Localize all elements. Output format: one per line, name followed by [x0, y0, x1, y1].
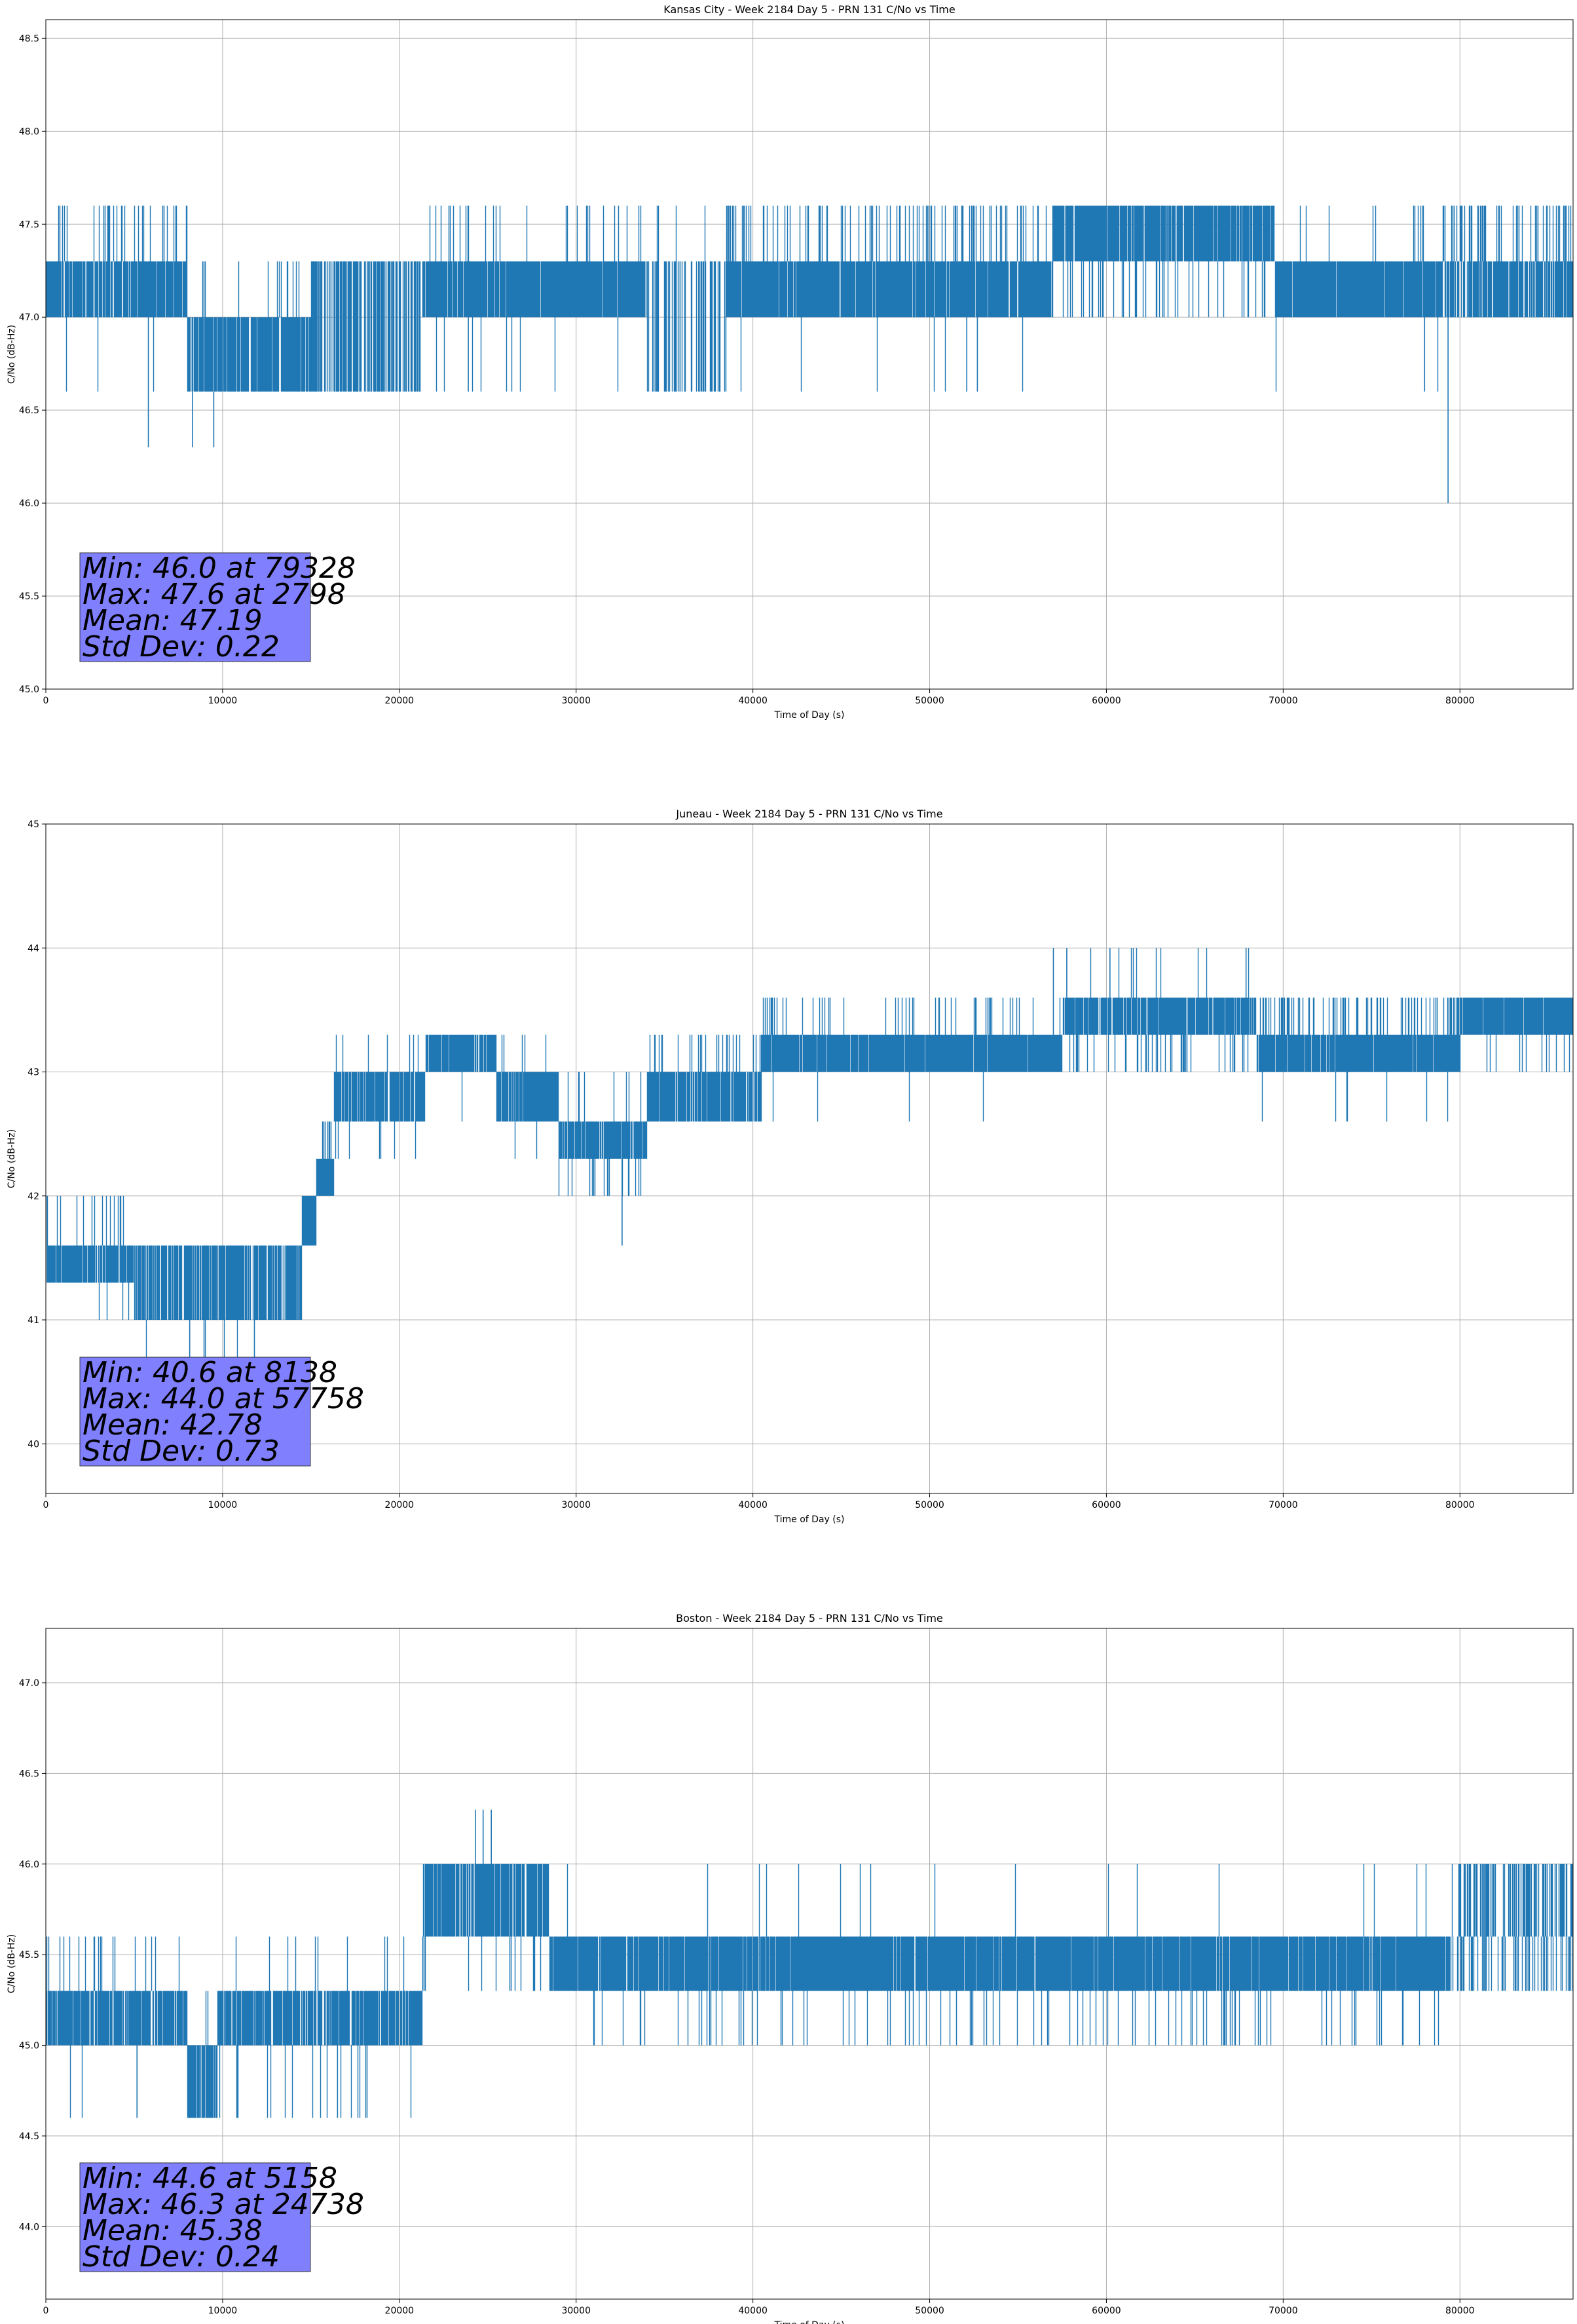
- stats-mean: Mean: 42.78: [83, 1408, 263, 1442]
- y-tick-label: 47.0: [19, 312, 39, 323]
- cno-series-line: [45, 1864, 1574, 2118]
- chart-panel-1: Kansas City - Week 2184 Day 5 - PRN 131 …: [7, 3, 1574, 721]
- cno-series-line: [45, 948, 1574, 1370]
- stats-box-background: [79, 552, 311, 662]
- y-tick-label: 44.0: [19, 2222, 39, 2232]
- stats-max: Max: 44.0 at 57758: [83, 1382, 364, 1415]
- x-tick-label: 30000: [561, 2306, 591, 2316]
- chart-title: Boston - Week 2184 Day 5 - PRN 131 C/No …: [676, 1612, 943, 1624]
- y-tick-label: 45.0: [19, 684, 39, 695]
- plot-frame: [45, 1628, 1574, 2300]
- x-tick-label: 60000: [1092, 696, 1121, 706]
- stats-mean: Mean: 45.38: [83, 2214, 263, 2247]
- plot-frame: [45, 19, 1574, 690]
- y-tick-label: 44.5: [19, 2131, 39, 2142]
- x-tick-label: 50000: [915, 696, 944, 706]
- stats-std: Std Dev: 0.73: [83, 1434, 280, 1468]
- chart-panel-2: Juneau - Week 2184 Day 5 - PRN 131 C/No …: [7, 808, 1574, 1525]
- plot-frame: [45, 823, 1574, 1494]
- y-tick-label: 46.5: [19, 1769, 39, 1779]
- stats-max: Max: 47.6 at 2798: [83, 578, 346, 611]
- x-tick-label: 60000: [1092, 2306, 1121, 2316]
- stats-mean: Mean: 47.19: [83, 604, 263, 637]
- stats-std: Std Dev: 0.22: [83, 630, 280, 664]
- x-tick-label: 80000: [1445, 1500, 1475, 1510]
- x-tick-label: 0: [43, 2306, 49, 2316]
- x-tick-label: 60000: [1092, 1500, 1121, 1510]
- y-tick-label: 43: [28, 1068, 39, 1078]
- y-tick-label: 48.0: [19, 126, 39, 137]
- x-tick-label: 50000: [915, 1500, 944, 1510]
- y-tick-label: 40: [28, 1439, 39, 1450]
- x-tick-label: 10000: [208, 2306, 238, 2316]
- chart-title: Kansas City - Week 2184 Day 5 - PRN 131 …: [663, 3, 955, 16]
- y-tick-label: 46.0: [19, 498, 39, 509]
- chart-title: Juneau - Week 2184 Day 5 - PRN 131 C/No …: [675, 808, 942, 820]
- y-tick-label: 46.0: [19, 1860, 39, 1870]
- stats-box-background: [79, 2162, 311, 2272]
- x-tick-label: 20000: [385, 2306, 415, 2316]
- y-axis-label: C/No (dB-Hz): [7, 1934, 17, 1993]
- x-tick-label: 10000: [208, 1500, 238, 1510]
- x-axis-label: Time of Day (s): [774, 2320, 845, 2324]
- y-axis-label: C/No (dB-Hz): [7, 325, 17, 384]
- y-tick-label: 47.5: [19, 219, 39, 230]
- x-axis-label: Time of Day (s): [774, 1514, 845, 1525]
- x-tick-label: 80000: [1445, 696, 1475, 706]
- y-tick-label: 45.0: [19, 2041, 39, 2052]
- x-tick-label: 20000: [385, 696, 415, 706]
- stats-min: Min: 40.6 at 8138: [83, 1356, 337, 1389]
- y-tick-label: 47.0: [19, 1678, 39, 1689]
- x-tick-label: 0: [43, 696, 49, 706]
- y-tick-label: 42: [28, 1191, 39, 1202]
- y-tick-label: 41: [28, 1315, 39, 1326]
- x-tick-label: 70000: [1269, 696, 1298, 706]
- stats-max: Max: 46.3 at 24738: [83, 2188, 364, 2221]
- x-tick-label: 30000: [561, 1500, 591, 1510]
- y-tick-label: 46.5: [19, 405, 39, 416]
- x-axis-label: Time of Day (s): [774, 710, 845, 721]
- x-tick-label: 40000: [738, 1500, 768, 1510]
- x-tick-label: 70000: [1269, 1500, 1298, 1510]
- x-tick-label: 30000: [561, 696, 591, 706]
- y-tick-label: 44: [28, 943, 39, 954]
- x-tick-label: 50000: [915, 2306, 944, 2316]
- x-tick-label: 10000: [208, 696, 238, 706]
- x-tick-label: 40000: [738, 696, 768, 706]
- y-tick-label: 45.5: [19, 1950, 39, 1960]
- x-tick-label: 80000: [1445, 2306, 1475, 2316]
- stats-min: Min: 46.0 at 79328: [83, 552, 356, 585]
- x-tick-label: 20000: [385, 1500, 415, 1510]
- x-tick-label: 70000: [1269, 2306, 1298, 2316]
- stats-min: Min: 44.6 at 5158: [83, 2162, 337, 2195]
- y-tick-label: 45: [28, 819, 39, 830]
- stats-box-background: [79, 1357, 311, 1467]
- cno-series-line: [45, 205, 1574, 392]
- y-axis-label: C/No (dB-Hz): [7, 1129, 17, 1188]
- x-tick-label: 40000: [738, 2306, 768, 2316]
- stats-std: Std Dev: 0.24: [83, 2240, 280, 2274]
- y-tick-label: 45.5: [19, 591, 39, 602]
- chart-panel-3: Boston - Week 2184 Day 5 - PRN 131 C/No …: [7, 1612, 1574, 2324]
- x-tick-label: 0: [43, 1500, 49, 1510]
- y-tick-label: 48.5: [19, 33, 39, 44]
